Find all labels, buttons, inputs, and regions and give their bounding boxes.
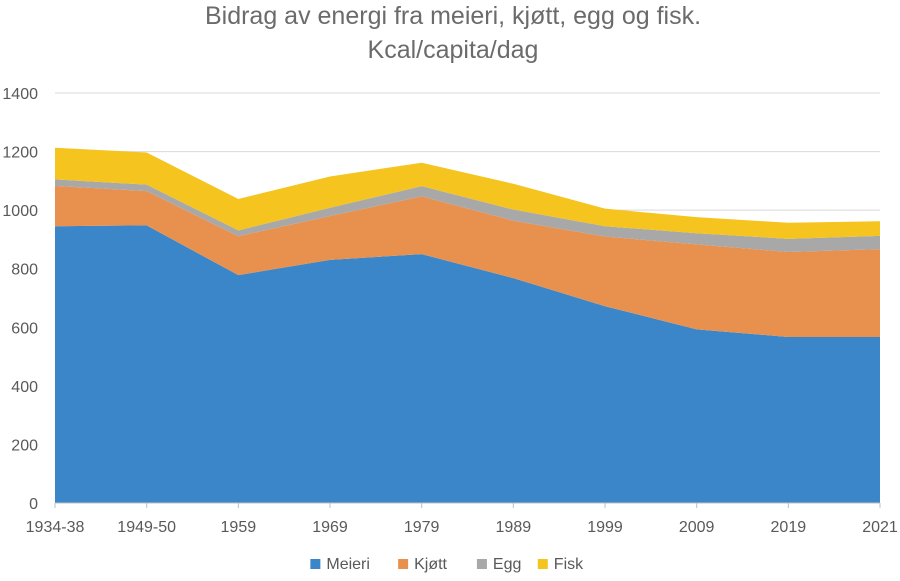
y-tick-label: 0 [29, 496, 38, 513]
x-tick-label: 1949-50 [117, 519, 176, 536]
legend-label-egg: Egg [493, 556, 521, 573]
x-tick-label: 1969 [312, 519, 348, 536]
legend: Meieri Kjøtt Egg Fisk [310, 556, 584, 573]
y-tick-label: 800 [11, 262, 38, 279]
x-tick-label: 2009 [679, 519, 715, 536]
y-tick-label: 200 [11, 437, 38, 454]
y-tick-label: 1200 [2, 145, 38, 162]
x-tick-label: 1979 [404, 519, 440, 536]
area-egg [55, 179, 880, 253]
x-tick-label: 2021 [862, 519, 898, 536]
axes: 0 200 400 600 800 1000 1200 1400 1934-38 1949-50 1… [2, 86, 897, 536]
chart-title-line-2: Kcal/capita/dag [368, 36, 539, 64]
legend-swatch-fisk [537, 559, 548, 569]
legend-swatch-kjøtt [398, 559, 409, 569]
x-tick-label: 1989 [496, 519, 532, 536]
y-tick-label: 1000 [2, 203, 38, 220]
legend-label-fisk: Fisk [554, 556, 584, 573]
legend-swatch-egg [476, 559, 487, 569]
x-tick-label: 1999 [587, 519, 623, 536]
y-tick-label: 1400 [2, 86, 38, 103]
x-tick-label: 1959 [221, 519, 257, 536]
x-tick-label: 2019 [771, 519, 807, 536]
chart-title-line-1: Bidrag av energi fra meieri, kjøtt, egg … [205, 2, 701, 30]
plot-areas [55, 147, 880, 503]
legend-label-meieri: Meieri [326, 556, 370, 573]
area-fisk [55, 147, 880, 239]
legend-swatch-meieri [310, 559, 321, 569]
area-meieri [55, 225, 880, 503]
area-kjøtt [55, 185, 880, 337]
legend-label-kjøtt: Kjøtt [414, 556, 447, 573]
y-tick-label: 400 [11, 379, 38, 396]
y-tick-label: 600 [11, 320, 38, 337]
x-tick-label: 1934-38 [26, 519, 85, 536]
